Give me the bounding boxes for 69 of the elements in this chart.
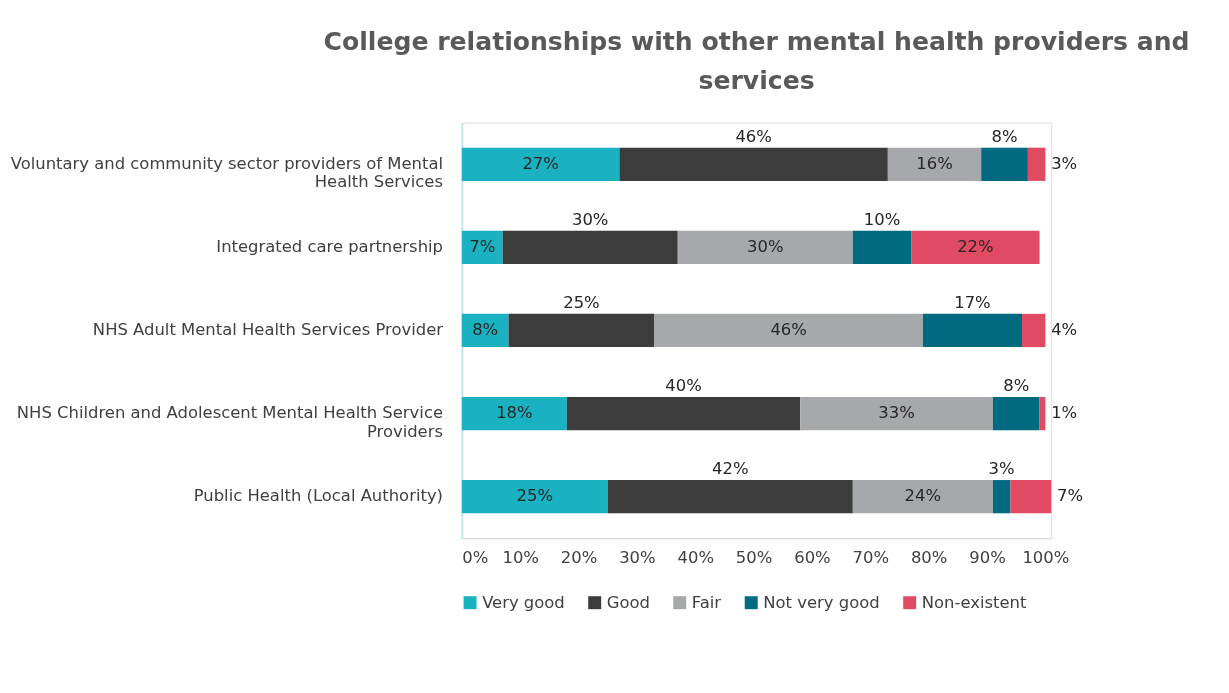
x-tick-label: 40% xyxy=(677,547,714,567)
legend-label: Fair xyxy=(691,592,722,612)
data-label: 46% xyxy=(770,320,807,340)
data-label: 8% xyxy=(1003,376,1030,396)
data-label: 1% xyxy=(1051,403,1078,423)
data-label: 16% xyxy=(916,154,953,174)
x-tick-label: 0% xyxy=(462,547,489,567)
bar xyxy=(1022,313,1046,348)
x-tick-label: 30% xyxy=(619,547,656,567)
legend-label: Non-existent xyxy=(921,592,1027,612)
data-label: 10% xyxy=(863,210,901,230)
bar xyxy=(911,230,1040,264)
bar xyxy=(508,313,655,348)
legend-label: Very good xyxy=(482,592,565,612)
data-label: 8% xyxy=(991,127,1018,147)
x-tick-label: 10% xyxy=(502,547,539,567)
bar xyxy=(992,480,1011,514)
data-label: 7% xyxy=(469,237,496,257)
data-label: 46% xyxy=(735,127,772,147)
bar xyxy=(619,147,888,181)
bar xyxy=(887,147,982,181)
data-label: 25% xyxy=(516,486,554,506)
data-label: 3% xyxy=(1051,154,1078,174)
data-label: 8% xyxy=(472,320,499,340)
x-tick-label: 70% xyxy=(852,547,890,567)
data-label: 33% xyxy=(878,403,915,423)
bar xyxy=(677,230,853,264)
data-label: 40% xyxy=(665,376,702,396)
bar xyxy=(981,147,1028,181)
y-tick-label: NHS Adult Mental Health Services Provider xyxy=(92,320,444,340)
bar xyxy=(992,396,1040,431)
data-label: 18% xyxy=(496,403,533,423)
legend-label: Good xyxy=(606,592,650,612)
data-label: 27% xyxy=(522,154,559,174)
chart-title: College relationships with other mental health providers and services xyxy=(323,27,1190,95)
bar xyxy=(654,313,923,348)
data-label: 42% xyxy=(712,459,749,479)
legend-label: Not very good xyxy=(763,592,880,612)
bar xyxy=(566,396,801,431)
data-label: 25% xyxy=(563,293,600,313)
data-label: 3% xyxy=(988,459,1015,479)
x-tick-label: 20% xyxy=(560,547,598,567)
data-label: 30% xyxy=(571,210,609,230)
data-label: 7% xyxy=(1057,486,1084,506)
bar xyxy=(922,313,1023,348)
x-tick-label: 100% xyxy=(1022,547,1070,567)
x-tick-label: 50% xyxy=(735,547,773,567)
data-label: 4% xyxy=(1051,320,1078,340)
bar xyxy=(1010,480,1052,514)
bar xyxy=(1027,147,1046,181)
x-tick-label: 60% xyxy=(794,547,831,567)
data-label: 30% xyxy=(747,237,784,257)
bar xyxy=(461,396,567,431)
bar xyxy=(852,230,912,264)
bar xyxy=(607,480,853,514)
bar xyxy=(502,230,678,264)
y-tick-label: NHS Children and Adolescent Mental Health Service Providers xyxy=(16,403,443,441)
x-tick-label: 90% xyxy=(969,547,1006,567)
bar xyxy=(800,396,993,431)
bar xyxy=(852,480,993,514)
bar xyxy=(461,480,608,514)
y-tick-label: Public Health (Local Authority) xyxy=(193,486,443,506)
data-label: 24% xyxy=(904,486,942,506)
data-label: 17% xyxy=(954,293,991,313)
x-tick-label: 80% xyxy=(910,547,948,567)
y-tick-label: Voluntary and community sector providers of Mental Health Services xyxy=(10,154,443,192)
y-tick-label: Integrated care partnership xyxy=(216,237,443,257)
data-label: 22% xyxy=(957,237,994,257)
bar xyxy=(461,147,620,181)
